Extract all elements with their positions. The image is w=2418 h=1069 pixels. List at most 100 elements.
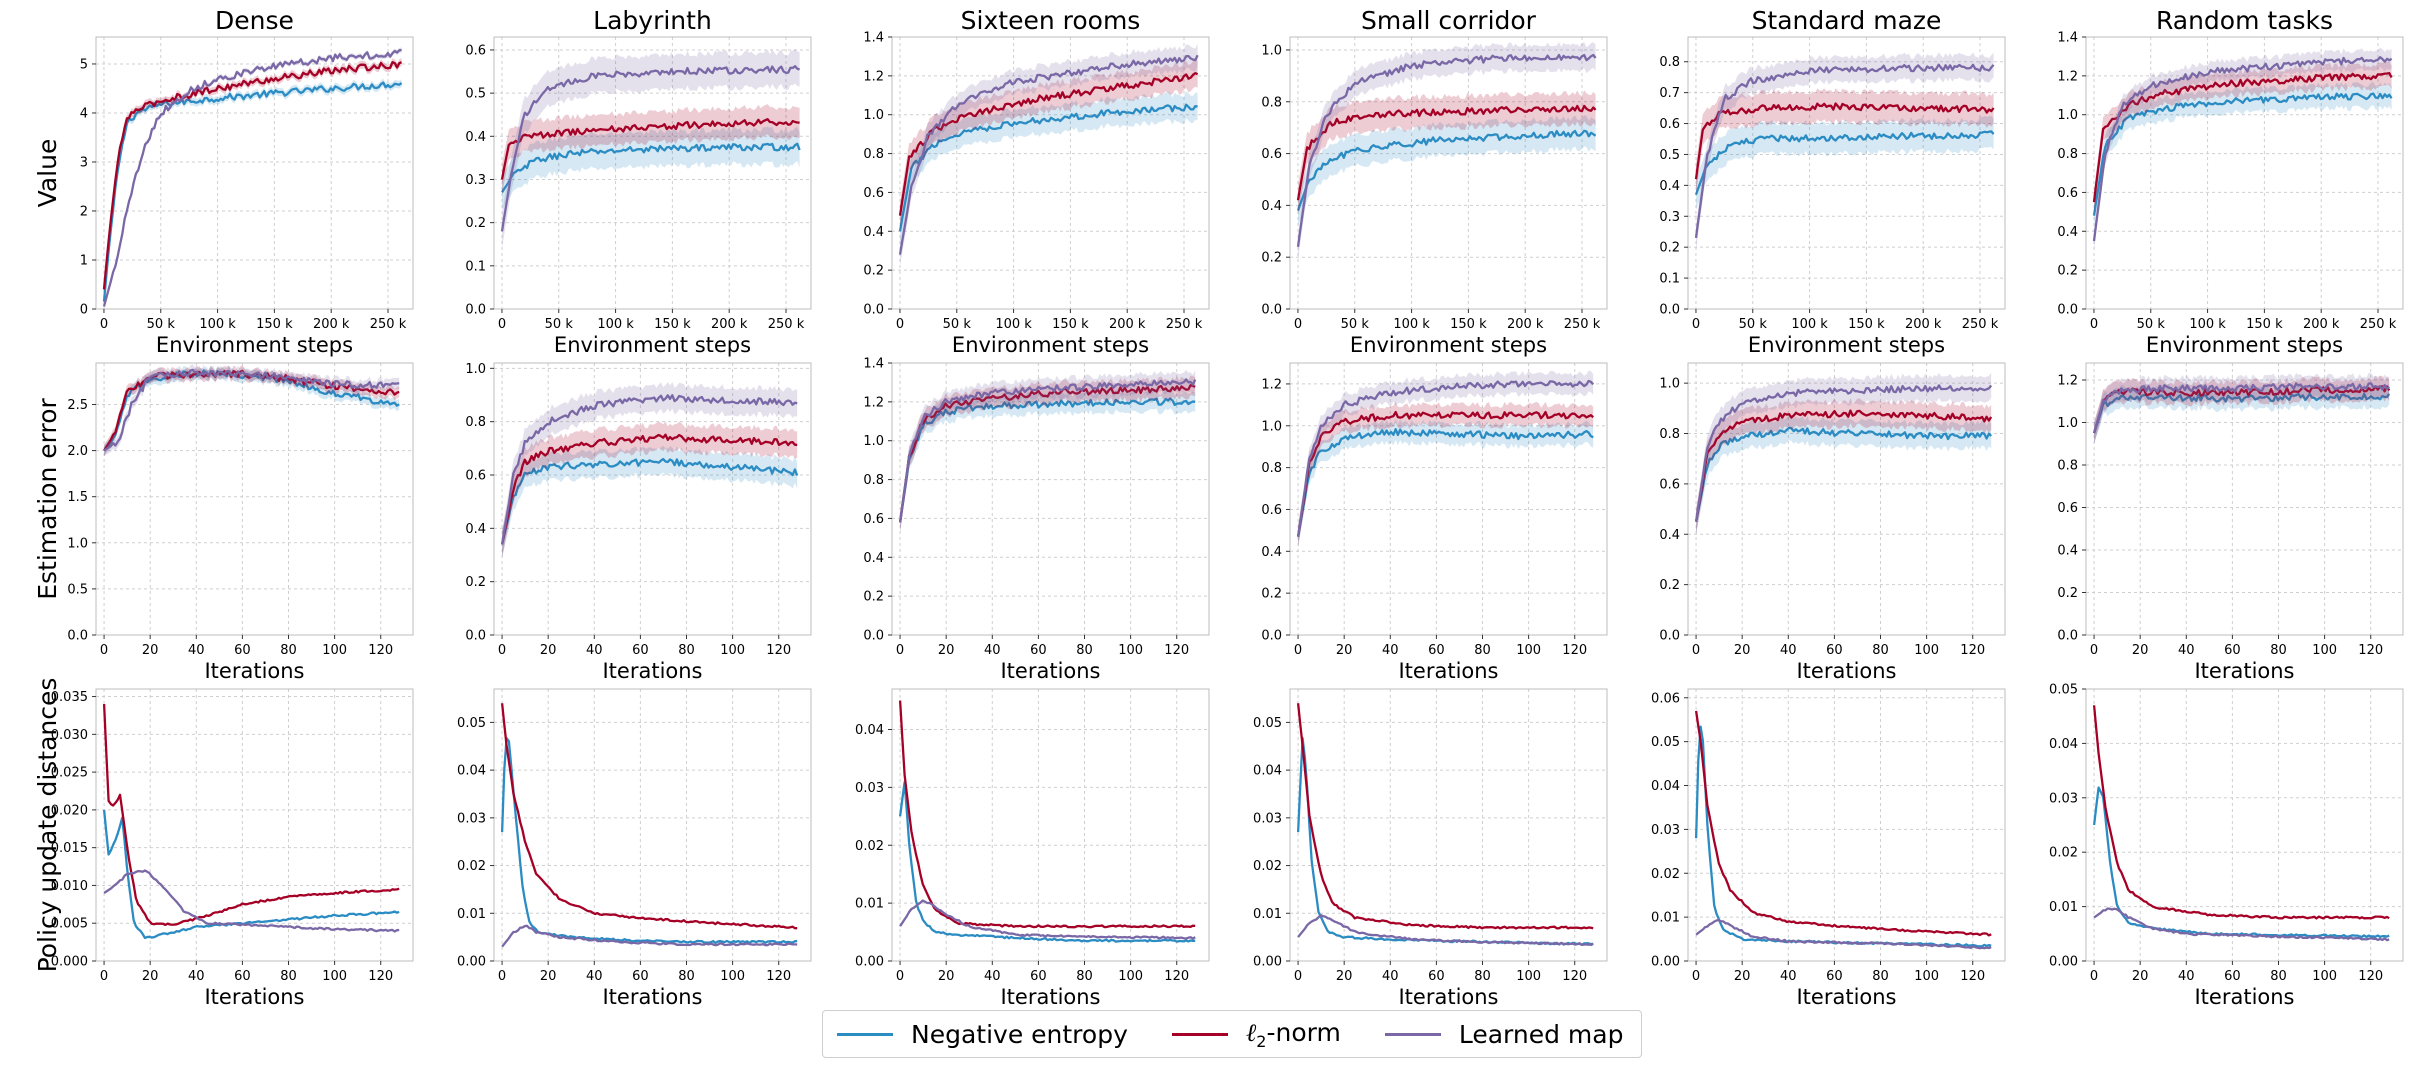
series-line-learned-map [102,48,402,307]
x-axis-label: Environment steps [2146,333,2343,357]
x-tick-label: 100 k [199,317,236,332]
subplot-r2-c2: 0.00 0.01 0.02 0.03 0.04 0 20 40 60 80 100 120 Itera… [855,688,1210,1009]
legend-item-l2-norm: ℓ2-norm [1171,1018,1341,1051]
x-tick-label: 50 k [147,317,176,332]
x-tick-label: 40 [1382,643,1399,658]
y-tick-label: 0.6 [2057,501,2078,516]
series-line-learned-map [500,65,800,232]
x-tick-label: 60 [632,969,649,984]
y-tick-label: 0.00 [1253,955,1282,970]
subplot-r2-c0: 0.000 0.005 0.010 0.015 0.020 0.025 0.030 0.035… [33,678,414,1009]
x-tick-label: 250 k [2360,317,2397,332]
series-line-l2-norm [898,384,1196,523]
x-tick-label: 200 k [1507,317,1544,332]
x-tick-label: 60 [1428,969,1445,984]
x-tick-label: 50 k [943,317,972,332]
band-learned-map [900,369,1196,532]
series-line-negative-entropy [1296,129,1597,211]
x-tick-label: 0 [896,317,904,332]
x-tick-label: 100 [322,969,347,984]
x-tick-label: 250 k [370,317,407,332]
x-tick-label: 250 k [1962,317,1999,332]
series-line-learned-map [1694,63,1995,239]
x-tick-label: 100 k [1393,317,1430,332]
series-line-l2-norm [1694,710,1992,937]
y-tick-label: 0.010 [51,879,88,894]
subplot-r0-c1: 0.0 0.1 0.2 0.3 0.4 0.5 0.6 0 50 k 100 k 150 k 200 … [465,6,812,357]
plot-frame [2085,36,2404,310]
band-l2-norm [2094,61,2392,214]
x-axis-label: Iterations [602,659,702,683]
x-tick-label: 50 k [2137,317,2166,332]
series-line-learned-map [898,378,1197,523]
y-tick-label: 0.8 [1659,55,1680,70]
x-tick-label: 80 [678,643,695,658]
x-tick-label: 80 [280,969,297,984]
y-tick-label: 0.0 [863,629,884,644]
y-tick-label: 0.035 [51,690,88,705]
legend-item-negative-entropy: Negative entropy [837,1020,1128,1049]
x-tick-label: 100 [1516,969,1541,984]
y-tick-label: 0.2 [1261,587,1282,602]
series-line-l2-norm [1296,410,1594,537]
y-tick-label: 0.01 [1253,907,1282,922]
y-tick-label: 0.0 [465,303,486,318]
x-tick-label: 80 [1474,643,1491,658]
x-axis-label: Iterations [1000,985,1100,1009]
y-tick-label: 0.00 [457,955,486,970]
band-l2-norm [1696,398,1992,535]
band-learned-map [900,43,1198,267]
x-axis-label: Iterations [602,985,702,1009]
x-tick-label: 120 [1562,969,1587,984]
x-tick-label: 40 [984,969,1001,984]
series-line-negative-entropy [2092,786,2390,939]
y-tick-label: 0.8 [2057,459,2078,474]
x-tick-label: 0 [896,969,904,984]
x-tick-label: 80 [1872,969,1889,984]
series-line-l2-norm [2092,385,2391,434]
y-tick-label: 0.0 [465,629,486,644]
y-tick-label: 0.2 [1261,251,1282,266]
plot-frame [1687,36,2006,310]
x-axis-label: Environment steps [952,333,1149,357]
x-tick-label: 40 [188,643,205,658]
chart-title: Dense [215,6,294,35]
x-tick-label: 100 [720,643,745,658]
plot-frame [891,688,1210,962]
plot-frame [95,36,414,310]
x-tick-label: 120 [2358,643,2383,658]
y-tick-label: 0.8 [2057,147,2078,162]
band-l2-norm [1696,88,1994,195]
x-tick-label: 120 [766,643,791,658]
plot-frame [1687,688,2006,962]
x-tick-label: 0 [1294,317,1302,332]
series-line-l2-norm [102,61,403,290]
series-line-learned-map [1296,379,1595,537]
series-line-l2-norm [1296,703,1594,930]
series-line-l2-norm [1694,409,1993,522]
x-axis-label: Iterations [204,659,304,683]
y-tick-label: 0.0 [1261,629,1282,644]
x-axis-label: Iterations [2194,659,2294,683]
y-tick-label: 0.8 [863,473,884,488]
x-tick-label: 150 k [654,317,691,332]
x-tick-label: 200 k [2303,317,2340,332]
legend-label-negative-entropy: Negative entropy [911,1019,1128,1049]
x-tick-label: 80 [1872,643,1889,658]
legend-label-learned-map: Learned map [1458,1019,1624,1049]
plot-area [1688,689,2005,961]
y-tick-label: 0.5 [465,87,486,102]
x-tick-label: 250 k [1166,317,1203,332]
x-tick-label: 60 [1428,643,1445,658]
x-tick-label: 100 [1914,643,1939,658]
y-tick-label: 0.03 [2049,791,2078,806]
x-tick-label: 80 [280,643,297,658]
series-line-l2-norm [1694,102,1995,180]
y-tick-label: 0.2 [2057,264,2078,279]
x-tick-label: 60 [1826,969,1843,984]
y-tick-label: 0.025 [51,766,88,781]
series-line-learned-map [500,394,798,545]
x-tick-label: 120 [1164,969,1189,984]
y-tick-label: 0.4 [1659,528,1680,543]
x-tick-label: 40 [586,969,603,984]
